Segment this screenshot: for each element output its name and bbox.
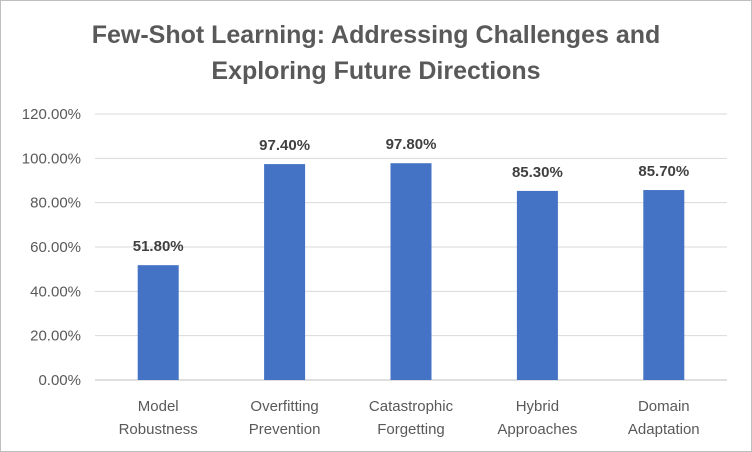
x-tick-label: Robustness — [119, 421, 198, 438]
y-tick-label: 80.00% — [30, 195, 81, 212]
data-label: 85.70% — [638, 163, 689, 180]
x-tick-label: Hybrid — [516, 398, 559, 415]
y-tick-label: 120.00% — [22, 106, 81, 123]
data-label: 97.40% — [259, 137, 310, 154]
x-tick-label: Domain — [638, 398, 690, 415]
bar — [390, 163, 432, 380]
data-label: 51.80% — [133, 238, 184, 255]
x-tick-label: Model — [138, 398, 179, 415]
bar — [643, 190, 685, 380]
chart-title-line-1: Few-Shot Learning: Addressing Challenges… — [91, 21, 661, 49]
x-tick-label: Catastrophic — [369, 398, 454, 415]
x-tick-label: Forgetting — [377, 421, 445, 438]
y-tick-label: 100.00% — [22, 150, 81, 167]
bar — [137, 265, 179, 380]
y-tick-label: 0.00% — [38, 372, 81, 389]
data-label: 97.80% — [386, 136, 437, 153]
x-tick-label: Prevention — [249, 421, 321, 438]
chart-title-line-2: Exploring Future Directions — [211, 57, 541, 85]
y-tick-label: 40.00% — [30, 283, 81, 300]
x-tick-label: Approaches — [497, 421, 577, 438]
x-tick-label: Overfitting — [250, 398, 318, 415]
bar — [516, 190, 558, 380]
x-tick-label: Adaptation — [628, 421, 700, 438]
bar — [264, 164, 306, 380]
data-label: 85.30% — [512, 164, 563, 181]
y-tick-label: 20.00% — [30, 328, 81, 345]
y-tick-label: 60.00% — [30, 239, 81, 256]
chart-title: Few-Shot Learning: Addressing Challenges… — [1, 17, 751, 89]
